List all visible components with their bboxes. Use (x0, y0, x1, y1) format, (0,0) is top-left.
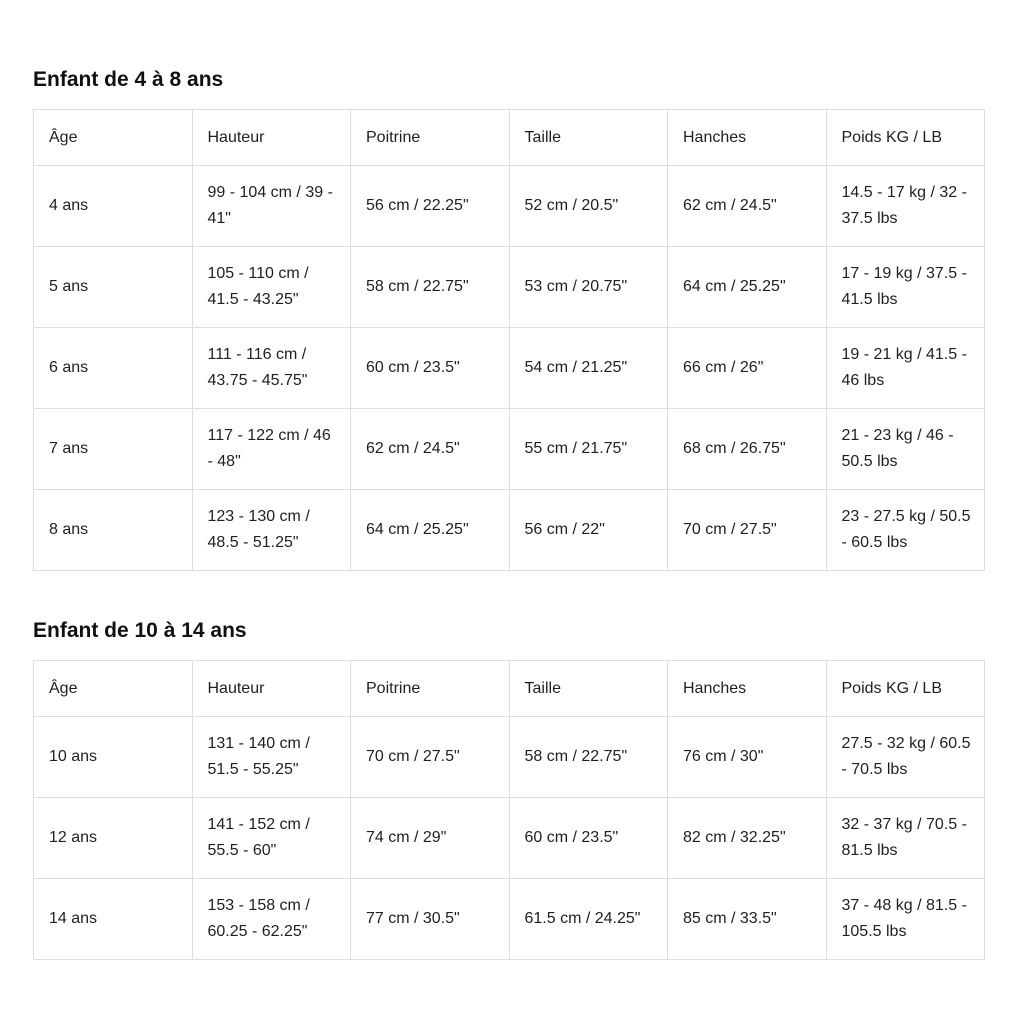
table-cell: 55 cm / 21.75" (508, 408, 668, 490)
table-cell: 10 ans (33, 716, 193, 798)
size-table: Âge Hauteur Poitrine Taille Hanches Poids KG … (33, 660, 985, 960)
size-section-4-8: Enfant de 4 à 8 ans Âge Hauteur Poitrine Ta… (33, 65, 985, 571)
section-title: Enfant de 10 à 14 ans (33, 619, 247, 642)
table-cell: 111 - 116 cm / 43.75 - 45.75" (191, 327, 351, 409)
column-header: Poids KG / LB (825, 660, 985, 717)
column-header: Taille (508, 109, 668, 166)
table-cell: 64 cm / 25.25" (667, 246, 827, 328)
column-header: Âge (33, 109, 193, 166)
table-cell: 4 ans (33, 165, 193, 247)
table-cell: 58 cm / 22.75" (350, 246, 510, 328)
table-cell: 60 cm / 23.5" (508, 797, 668, 879)
size-section-10-14: Enfant de 10 à 14 ans Âge Hauteur Poitrine… (33, 616, 985, 960)
table-row: 10 ans 131 - 140 cm / 51.5 - 55.25" 70 cm … (33, 716, 985, 798)
column-header: Hanches (667, 660, 827, 717)
column-header: Poitrine (350, 109, 510, 166)
table-cell: 62 cm / 24.5" (350, 408, 510, 490)
table-cell: 153 - 158 cm / 60.25 - 62.25" (191, 878, 351, 960)
table-cell: 62 cm / 24.5" (667, 165, 827, 247)
table-cell: 21 - 23 kg / 46 - 50.5 lbs (825, 408, 985, 490)
table-cell: 82 cm / 32.25" (667, 797, 827, 879)
column-header: Hanches (667, 109, 827, 166)
table-cell: 12 ans (33, 797, 193, 879)
table-cell: 58 cm / 22.75" (508, 716, 668, 798)
table-cell: 54 cm / 21.25" (508, 327, 668, 409)
table-cell: 17 - 19 kg / 37.5 - 41.5 lbs (825, 246, 985, 328)
column-header: Âge (33, 660, 193, 717)
table-cell: 77 cm / 30.5" (350, 878, 510, 960)
table-cell: 8 ans (33, 489, 193, 571)
table-cell: 117 - 122 cm / 46 - 48" (191, 408, 351, 490)
table-cell: 105 - 110 cm / 41.5 - 43.25" (191, 246, 351, 328)
table-cell: 53 cm / 20.75" (508, 246, 668, 328)
table-cell: 37 - 48 kg / 81.5 - 105.5 lbs (825, 878, 985, 960)
table-cell: 32 - 37 kg / 70.5 - 81.5 lbs (825, 797, 985, 879)
table-row: 14 ans 153 - 158 cm / 60.25 - 62.25" 77 cm… (33, 878, 985, 960)
table-cell: 27.5 - 32 kg / 60.5 - 70.5 lbs (825, 716, 985, 798)
table-cell: 23 - 27.5 kg / 50.5 - 60.5 lbs (825, 489, 985, 571)
table-cell: 61.5 cm / 24.25" (508, 878, 668, 960)
table-row: 8 ans 123 - 130 cm / 48.5 - 51.25" 64 cm /… (33, 489, 985, 571)
table-row: 5 ans 105 - 110 cm / 41.5 - 43.25" 58 cm /… (33, 246, 985, 328)
table-cell: 131 - 140 cm / 51.5 - 55.25" (191, 716, 351, 798)
table-cell: 123 - 130 cm / 48.5 - 51.25" (191, 489, 351, 571)
table-cell: 70 cm / 27.5" (350, 716, 510, 798)
column-header: Hauteur (191, 109, 351, 166)
table-cell: 14 ans (33, 878, 193, 960)
table-cell: 68 cm / 26.75" (667, 408, 827, 490)
section-title: Enfant de 4 à 8 ans (33, 68, 224, 91)
table-cell: 7 ans (33, 408, 193, 490)
table-cell: 64 cm / 25.25" (350, 489, 510, 571)
size-table: Âge Hauteur Poitrine Taille Hanches Poids KG … (33, 109, 985, 571)
table-row: 7 ans 117 - 122 cm / 46 - 48" 62 cm / 24.5… (33, 408, 985, 490)
column-header: Hauteur (191, 660, 351, 717)
table-row: 6 ans 111 - 116 cm / 43.75 - 45.75" 60 cm … (33, 327, 985, 409)
column-header: Poitrine (350, 660, 510, 717)
table-cell: 141 - 152 cm / 55.5 - 60" (191, 797, 351, 879)
table-cell: 6 ans (33, 327, 193, 409)
table-header-row: Âge Hauteur Poitrine Taille Hanches Poids KG … (33, 660, 985, 717)
column-header: Taille (508, 660, 668, 717)
table-cell: 60 cm / 23.5" (350, 327, 510, 409)
table-cell: 5 ans (33, 246, 193, 328)
table-cell: 99 - 104 cm / 39 - 41" (191, 165, 351, 247)
table-cell: 66 cm / 26" (667, 327, 827, 409)
table-cell: 52 cm / 20.5" (508, 165, 668, 247)
column-header: Poids KG / LB (825, 109, 985, 166)
table-cell: 70 cm / 27.5" (667, 489, 827, 571)
table-row: 4 ans 99 - 104 cm / 39 - 41" 56 cm / 22.25… (33, 165, 985, 247)
table-cell: 76 cm / 30" (667, 716, 827, 798)
table-cell: 19 - 21 kg / 41.5 - 46 lbs (825, 327, 985, 409)
table-cell: 85 cm / 33.5" (667, 878, 827, 960)
table-cell: 14.5 - 17 kg / 32 - 37.5 lbs (825, 165, 985, 247)
table-cell: 56 cm / 22" (508, 489, 668, 571)
table-row: 12 ans 141 - 152 cm / 55.5 - 60" 74 cm / 2… (33, 797, 985, 879)
table-header-row: Âge Hauteur Poitrine Taille Hanches Poids KG … (33, 109, 985, 166)
table-cell: 56 cm / 22.25" (350, 165, 510, 247)
table-cell: 74 cm / 29" (350, 797, 510, 879)
